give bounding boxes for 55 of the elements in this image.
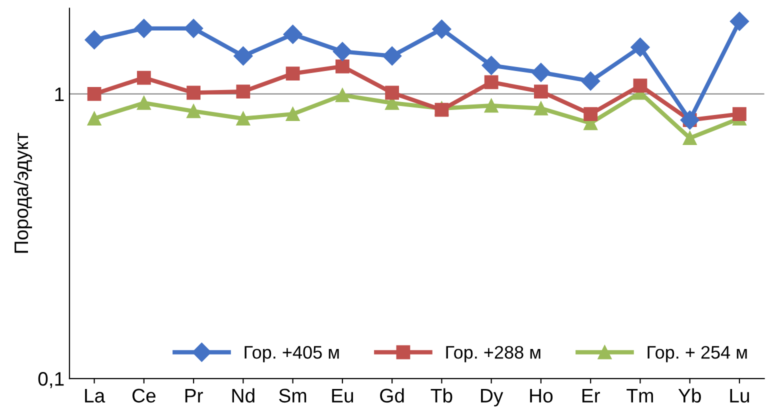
point <box>87 112 102 126</box>
point <box>680 110 700 130</box>
point <box>234 46 253 66</box>
point <box>184 18 204 38</box>
point <box>682 131 697 146</box>
point <box>584 107 598 122</box>
point <box>482 56 501 75</box>
x-tick-label: La <box>85 388 106 403</box>
x-tick-label: Lu <box>730 388 749 403</box>
point <box>630 38 650 57</box>
point <box>382 46 402 66</box>
x-tick-label: Er <box>582 388 600 402</box>
x-tick-label: Tb <box>430 388 452 403</box>
point <box>581 72 600 91</box>
y-axis-title: Порода/эдукт <box>14 132 32 253</box>
point <box>136 70 151 85</box>
point <box>87 87 102 101</box>
y-tick-label: 0,1 <box>38 372 64 388</box>
point <box>534 84 548 98</box>
point <box>236 84 250 98</box>
x-tick-label: Yb <box>678 388 701 403</box>
point <box>186 86 200 100</box>
x-tick-label: Pr <box>185 388 203 402</box>
point <box>236 112 250 126</box>
point <box>332 42 352 62</box>
point <box>531 62 550 82</box>
point <box>534 101 548 116</box>
point <box>484 75 498 90</box>
legend-label: Гор. +405 м <box>244 346 339 362</box>
point <box>484 98 498 113</box>
point <box>385 86 400 100</box>
point <box>186 104 200 118</box>
x-tick-label: Ho <box>530 388 553 403</box>
x-tick-label: Dy <box>481 388 504 406</box>
x-tick-label: Ce <box>132 388 156 403</box>
point <box>134 18 154 38</box>
point <box>286 66 300 80</box>
point <box>732 107 746 122</box>
legend-label: Гор. + 254 м <box>648 346 747 362</box>
point <box>432 20 452 39</box>
x-tick-label: Eu <box>332 388 354 403</box>
y-tick-label: 1 <box>55 88 64 102</box>
point <box>335 88 350 102</box>
point <box>286 107 300 122</box>
point <box>283 24 302 44</box>
point <box>84 30 104 50</box>
legend-label: Гор. +288 м <box>446 346 540 362</box>
x-tick-label: Tm <box>626 388 653 402</box>
x-tick-label: Nd <box>232 388 254 403</box>
point <box>633 78 648 93</box>
point <box>730 12 749 31</box>
x-tick-label: Gd <box>380 388 404 403</box>
x-tick-label: Sm <box>279 388 306 403</box>
point <box>136 96 151 110</box>
point <box>335 59 350 74</box>
